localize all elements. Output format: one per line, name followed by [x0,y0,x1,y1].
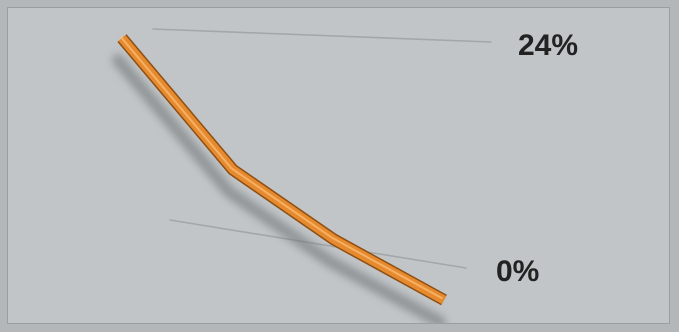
series-shadow-0 [112,54,446,323]
reference-line-0 [169,219,467,269]
series-line-0 [118,35,447,304]
reference-label-0: 0% [496,255,539,288]
reference-line-24 [152,28,492,43]
chart-panel: 24% 0% [7,7,670,324]
data-point-0-0 [118,34,127,43]
data-point-0-3 [440,296,449,305]
series-line-edge-0 [117,34,447,306]
reference-label-24: 24% [518,29,578,62]
series-line-highlight-0 [119,35,443,300]
trend-chart: 24% 0% [112,28,578,323]
data-point-0-2 [330,235,339,244]
data-point-0-1 [229,165,238,174]
